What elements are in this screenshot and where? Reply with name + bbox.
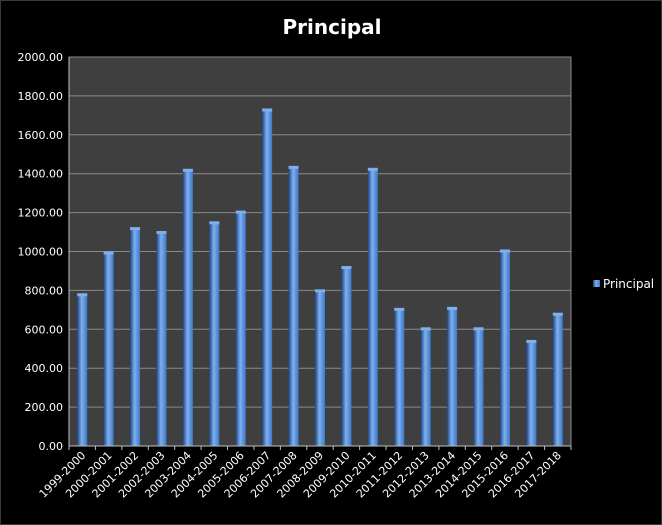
bar xyxy=(552,312,563,446)
bar-top xyxy=(447,306,458,310)
bar-top xyxy=(103,251,114,255)
bar-body xyxy=(288,167,299,447)
bar-body xyxy=(367,169,378,446)
bar xyxy=(156,231,167,446)
bar-top xyxy=(552,312,563,316)
bar-top xyxy=(209,221,220,225)
y-tick-label: 1000.00 xyxy=(18,246,64,259)
y-tick-label: 800.00 xyxy=(25,284,64,297)
chart-title: Principal xyxy=(283,15,382,39)
bar xyxy=(367,167,378,446)
y-tick-label: 2000.00 xyxy=(18,51,64,64)
y-tick-label: 600.00 xyxy=(25,323,64,336)
bar-body xyxy=(235,212,246,446)
bar-body xyxy=(130,229,141,446)
bar xyxy=(499,249,510,446)
y-tick-label: 1600.00 xyxy=(18,129,64,142)
bar-top xyxy=(262,108,273,112)
bar-top xyxy=(156,231,167,235)
y-axis: 0.00 200.00 400.00 600.00 800.00 1000.00 1200.… xyxy=(18,51,70,453)
bar-top xyxy=(499,249,510,253)
bar xyxy=(182,168,193,446)
bar xyxy=(473,327,484,446)
y-tick-label: 1800.00 xyxy=(18,90,64,103)
bar-top xyxy=(341,266,352,270)
bar-top xyxy=(235,210,246,214)
bar-body xyxy=(77,295,88,446)
bar-body xyxy=(103,253,114,446)
bar xyxy=(77,293,88,446)
bar-body xyxy=(526,341,537,446)
bar-body xyxy=(209,223,220,446)
bar xyxy=(209,221,220,446)
bar-body xyxy=(341,268,352,446)
bar-top xyxy=(77,293,88,297)
bar-top xyxy=(367,167,378,171)
bar xyxy=(262,108,273,447)
bar xyxy=(526,339,537,446)
bar-body xyxy=(447,308,458,446)
bar-body xyxy=(315,291,325,446)
bar-body xyxy=(552,314,563,446)
bar xyxy=(103,251,114,446)
bar xyxy=(447,306,458,446)
y-tick-label: 0.00 xyxy=(39,440,64,453)
y-tick-label: 200.00 xyxy=(25,401,64,414)
bar-top xyxy=(130,227,141,231)
bar-body xyxy=(499,251,510,446)
x-axis: 1999-20002000-20012001-20022002-20032003… xyxy=(37,445,572,501)
legend: Principal xyxy=(593,277,654,291)
bar-body xyxy=(420,329,431,446)
legend-label-principal: Principal xyxy=(603,277,654,291)
bars xyxy=(77,108,563,447)
bar xyxy=(394,307,405,446)
bar-top xyxy=(315,289,325,293)
legend-swatch-principal xyxy=(593,280,600,287)
bar xyxy=(130,227,141,446)
y-tick-label: 400.00 xyxy=(25,362,64,375)
bar xyxy=(288,165,299,447)
bar-body xyxy=(182,170,193,446)
bar xyxy=(420,327,431,446)
bar-top xyxy=(394,307,405,311)
bar-body xyxy=(262,110,273,447)
bar xyxy=(315,289,325,446)
bar-top xyxy=(182,168,193,172)
y-tick-label: 1400.00 xyxy=(18,168,64,181)
bar-body xyxy=(394,309,405,446)
bar-top xyxy=(473,327,484,331)
bar xyxy=(341,266,352,446)
bar xyxy=(235,210,246,446)
y-tick-label: 1200.00 xyxy=(18,207,64,220)
bar-body xyxy=(473,329,484,446)
bar-top xyxy=(526,339,537,343)
bar-top xyxy=(288,165,299,169)
bar-body xyxy=(156,233,167,446)
bar-top xyxy=(420,327,431,331)
